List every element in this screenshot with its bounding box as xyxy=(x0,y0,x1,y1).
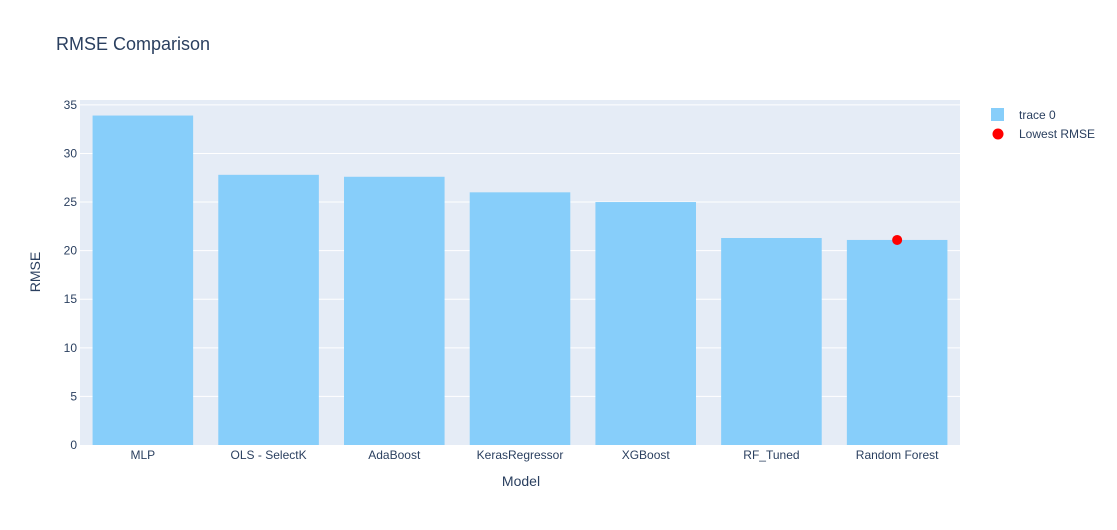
y-tick-label: 30 xyxy=(64,146,78,160)
bar[interactable] xyxy=(721,238,822,445)
y-axis-label: RMSE xyxy=(27,252,43,292)
x-tick-label: AdaBoost xyxy=(368,448,421,462)
x-tick-label: KerasRegressor xyxy=(477,448,564,462)
legend: trace 0 Lowest RMSE xyxy=(991,108,1095,141)
chart-title: RMSE Comparison xyxy=(56,34,210,54)
x-axis-ticks: MLP OLS - SelectK AdaBoost KerasRegressor XG… xyxy=(131,448,940,462)
bars xyxy=(92,115,948,446)
bar[interactable] xyxy=(344,176,445,445)
x-axis-label: Model xyxy=(502,473,540,489)
x-tick-label: OLS - SelectK xyxy=(231,448,307,462)
y-tick-label: 10 xyxy=(64,341,78,355)
bar[interactable] xyxy=(92,115,194,446)
legend-swatch-bars xyxy=(991,108,1004,121)
legend-swatch-lowest xyxy=(992,128,1004,140)
y-tick-label: 20 xyxy=(64,244,78,258)
x-tick-label: XGBoost xyxy=(622,448,671,462)
y-tick-label: 25 xyxy=(64,195,78,209)
bar[interactable] xyxy=(218,174,319,445)
legend-item-lowest[interactable]: Lowest RMSE xyxy=(992,127,1096,141)
legend-label-lowest: Lowest RMSE xyxy=(1019,127,1095,141)
lowest-rmse-marker[interactable] xyxy=(892,234,903,245)
bar[interactable] xyxy=(846,239,948,445)
y-tick-label: 0 xyxy=(70,438,77,452)
x-tick-label: Random Forest xyxy=(856,448,939,462)
legend-label-bars: trace 0 xyxy=(1019,108,1056,122)
y-tick-label: 5 xyxy=(70,389,77,403)
bar[interactable] xyxy=(469,192,571,445)
bar[interactable] xyxy=(595,202,696,445)
x-tick-label: RF_Tuned xyxy=(743,448,799,462)
y-axis-ticks: 0 5 10 15 20 25 30 35 xyxy=(64,98,78,452)
legend-item-bars[interactable]: trace 0 xyxy=(991,108,1056,122)
x-tick-label: MLP xyxy=(131,448,156,462)
markers xyxy=(892,234,903,245)
y-tick-label: 15 xyxy=(64,292,78,306)
y-tick-label: 35 xyxy=(64,98,78,112)
